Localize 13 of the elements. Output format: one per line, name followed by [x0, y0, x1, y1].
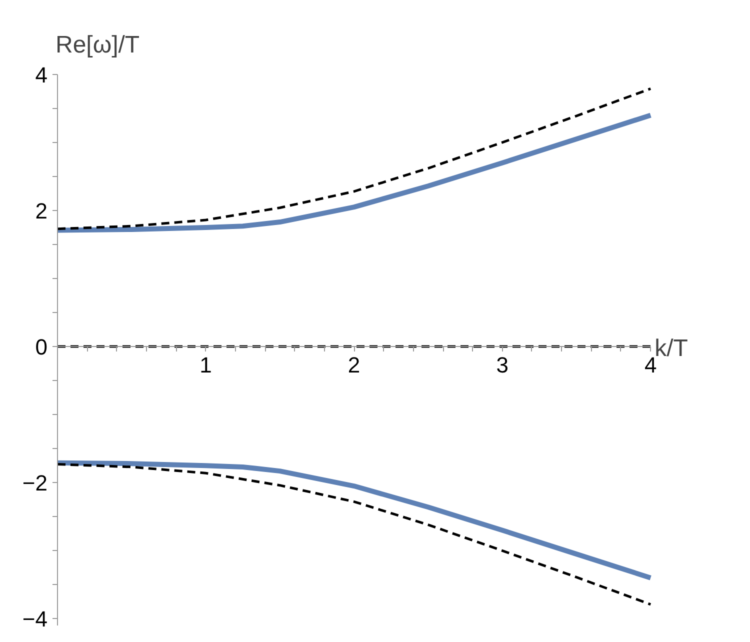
y-tick-label: 4: [35, 62, 48, 88]
y-tick-label: 0: [35, 334, 48, 360]
x-tick-label: 3: [496, 352, 508, 378]
line-series: [58, 463, 652, 606]
y-axis-title: Re[ω]/T: [56, 31, 140, 58]
x-tick-label: 4: [644, 352, 657, 378]
y-tick-label: 2: [35, 198, 48, 224]
x-tick-label: 1: [200, 352, 212, 378]
line-series: [58, 87, 652, 230]
y-tick-label: −2: [22, 470, 48, 496]
x-axis-title: k/T: [654, 335, 688, 362]
x-tick-label: 2: [348, 352, 360, 378]
y-tick-label: −4: [22, 606, 48, 632]
